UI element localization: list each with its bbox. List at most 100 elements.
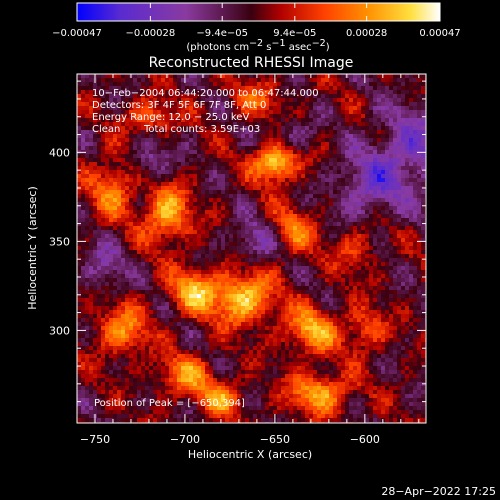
- heatmap-cell: [197, 222, 202, 227]
- heatmap-cell: [77, 154, 82, 159]
- heatmap-cell: [257, 262, 262, 267]
- heatmap-cell: [245, 206, 250, 211]
- heatmap-cell: [161, 282, 166, 287]
- heatmap-cell: [393, 254, 398, 259]
- heatmap-cell: [133, 166, 138, 171]
- colorbar-tick-label: 0.00047: [419, 28, 460, 39]
- heatmap-cell: [405, 166, 410, 171]
- heatmap-cell: [341, 126, 346, 131]
- heatmap-cell: [325, 106, 330, 111]
- heatmap-cell: [81, 182, 86, 187]
- heatmap-cell: [225, 82, 230, 87]
- heatmap-cell: [329, 206, 334, 211]
- heatmap-cell: [245, 214, 250, 219]
- heatmap-cell: [141, 74, 146, 79]
- heatmap-cell: [333, 166, 338, 171]
- heatmap-cell: [389, 262, 394, 267]
- heatmap-cell: [285, 266, 290, 271]
- heatmap-cell: [397, 158, 402, 163]
- heatmap-cell: [329, 222, 334, 227]
- heatmap-cell: [341, 238, 346, 243]
- heatmap-cell: [249, 150, 254, 155]
- heatmap-cell: [397, 290, 402, 295]
- heatmap-cell: [413, 210, 418, 215]
- heatmap-cell: [205, 266, 210, 271]
- heatmap-cell: [357, 290, 362, 295]
- heatmap-cell: [109, 278, 114, 283]
- heatmap-cell: [189, 230, 194, 235]
- heatmap-cell: [253, 90, 258, 95]
- heatmap-cell: [185, 166, 190, 171]
- heatmap-cell: [417, 206, 422, 211]
- heatmap-cell: [397, 214, 402, 219]
- heatmap-cell: [325, 170, 330, 175]
- heatmap-cell: [177, 238, 182, 243]
- heatmap-cell: [289, 178, 294, 183]
- heatmap-cell: [393, 222, 398, 227]
- heatmap-cell: [289, 118, 294, 123]
- heatmap-cell: [329, 246, 334, 251]
- heatmap-cell: [257, 110, 262, 115]
- heatmap-cell: [397, 286, 402, 291]
- heatmap-cell: [137, 178, 142, 183]
- heatmap-cell: [385, 178, 390, 183]
- heatmap-cell: [397, 142, 402, 147]
- heatmap-cell: [365, 210, 370, 215]
- heatmap-cell: [385, 166, 390, 171]
- heatmap-cell: [241, 146, 246, 151]
- heatmap-cell: [313, 98, 318, 103]
- heatmap-cell: [189, 226, 194, 231]
- heatmap-cell: [301, 118, 306, 123]
- heatmap-cell: [341, 262, 346, 267]
- heatmap-cell: [141, 182, 146, 187]
- heatmap-cell: [113, 274, 118, 279]
- heatmap-cell: [145, 122, 150, 127]
- heatmap-cell: [229, 230, 234, 235]
- heatmap-cell: [161, 206, 166, 211]
- heatmap-cell: [225, 206, 230, 211]
- heatmap-cell: [277, 266, 282, 271]
- heatmap-cell: [401, 294, 406, 299]
- heatmap-cell: [157, 138, 162, 143]
- heatmap-cell: [405, 278, 410, 283]
- heatmap-cell: [137, 118, 142, 123]
- heatmap-cell: [97, 270, 102, 275]
- heatmap-cell: [129, 126, 134, 131]
- heatmap-cell: [85, 154, 90, 159]
- heatmap-cell: [285, 130, 290, 135]
- heatmap-cell: [165, 186, 170, 191]
- heatmap-cell: [213, 122, 218, 127]
- heatmap-cell: [321, 122, 326, 127]
- heatmap-cell: [253, 102, 258, 107]
- heatmap-cell: [105, 138, 110, 143]
- heatmap-cell: [241, 250, 246, 255]
- heatmap-cell: [341, 250, 346, 255]
- heatmap-cell: [413, 74, 418, 79]
- heatmap-cell: [265, 166, 270, 171]
- heatmap-cell: [313, 150, 318, 155]
- heatmap-cell: [357, 242, 362, 247]
- heatmap-cell: [153, 254, 158, 259]
- heatmap-cell: [125, 202, 130, 207]
- heatmap-cell: [301, 146, 306, 151]
- heatmap-cell: [129, 218, 134, 223]
- heatmap-cell: [269, 190, 274, 195]
- heatmap-cell: [97, 154, 102, 159]
- heatmap-cell: [249, 198, 254, 203]
- heatmap-cell: [397, 194, 402, 199]
- heatmap-cell: [105, 194, 110, 199]
- heatmap-cell: [229, 190, 234, 195]
- heatmap-cell: [105, 238, 110, 243]
- heatmap-cell: [221, 86, 226, 91]
- heatmap-cell: [165, 226, 170, 231]
- heatmap-cell: [305, 150, 310, 155]
- heatmap-cell: [317, 182, 322, 187]
- heatmap-cell: [365, 202, 370, 207]
- heatmap-cell: [93, 210, 98, 215]
- heatmap-cell: [153, 214, 158, 219]
- heatmap-cell: [181, 238, 186, 243]
- heatmap-cell: [105, 90, 110, 95]
- chart-title: Reconstructed RHESSI Image: [149, 55, 354, 71]
- heatmap-cell: [305, 246, 310, 251]
- heatmap-cell: [249, 234, 254, 239]
